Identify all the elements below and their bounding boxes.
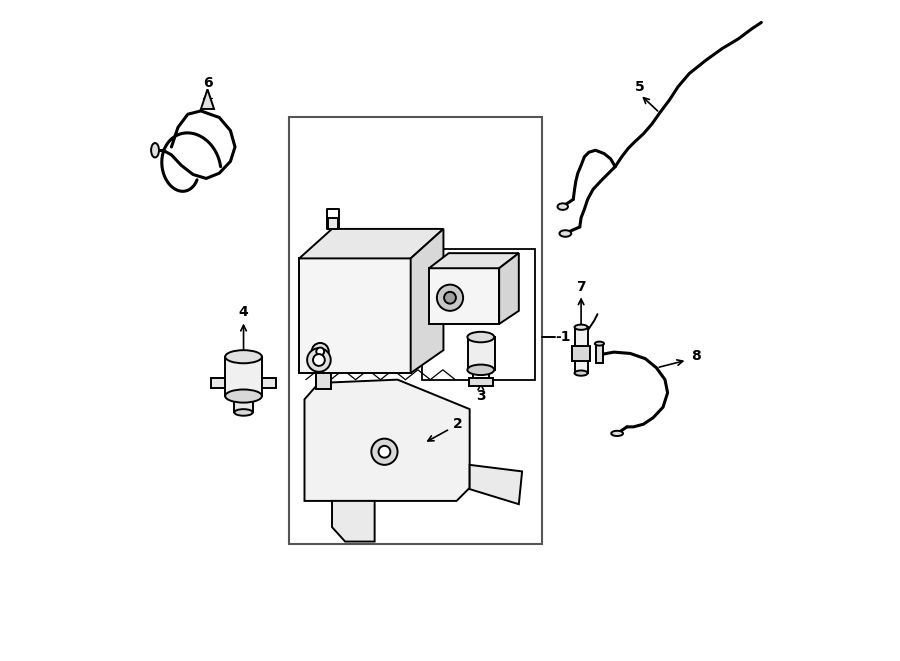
Ellipse shape [574, 370, 588, 375]
Text: 2: 2 [453, 416, 463, 430]
Polygon shape [410, 229, 444, 373]
Circle shape [313, 354, 325, 366]
Text: 8: 8 [691, 349, 701, 363]
Polygon shape [500, 253, 518, 324]
Ellipse shape [557, 204, 568, 210]
Polygon shape [316, 373, 330, 389]
Polygon shape [332, 501, 374, 541]
Circle shape [379, 446, 391, 457]
Text: 5: 5 [635, 81, 645, 95]
Ellipse shape [611, 431, 623, 436]
Ellipse shape [225, 389, 262, 403]
Polygon shape [470, 465, 522, 504]
Polygon shape [290, 118, 542, 543]
Polygon shape [596, 344, 603, 364]
Ellipse shape [234, 409, 253, 416]
Polygon shape [304, 379, 470, 501]
Polygon shape [429, 253, 518, 268]
Polygon shape [468, 337, 495, 369]
Text: 6: 6 [202, 76, 212, 90]
Polygon shape [299, 229, 444, 258]
Ellipse shape [560, 230, 572, 237]
Circle shape [311, 343, 328, 360]
Polygon shape [225, 357, 262, 396]
Text: 4: 4 [238, 305, 248, 319]
Polygon shape [429, 268, 500, 324]
Text: -1: -1 [555, 330, 571, 344]
Polygon shape [234, 396, 253, 412]
Ellipse shape [595, 342, 604, 346]
Polygon shape [574, 327, 588, 373]
Polygon shape [262, 377, 276, 388]
Polygon shape [201, 89, 214, 109]
Ellipse shape [225, 350, 262, 364]
Polygon shape [299, 258, 410, 373]
Circle shape [372, 439, 398, 465]
Ellipse shape [574, 325, 588, 330]
Circle shape [307, 348, 330, 371]
Text: 7: 7 [576, 280, 586, 293]
Circle shape [436, 285, 464, 311]
Polygon shape [328, 217, 338, 229]
Polygon shape [572, 346, 590, 362]
Ellipse shape [467, 365, 494, 375]
Text: 3: 3 [476, 389, 486, 403]
Polygon shape [422, 249, 536, 379]
Circle shape [444, 292, 456, 303]
Polygon shape [469, 377, 492, 385]
Polygon shape [211, 377, 225, 388]
Ellipse shape [467, 332, 494, 342]
Circle shape [316, 348, 324, 356]
Ellipse shape [151, 143, 159, 157]
